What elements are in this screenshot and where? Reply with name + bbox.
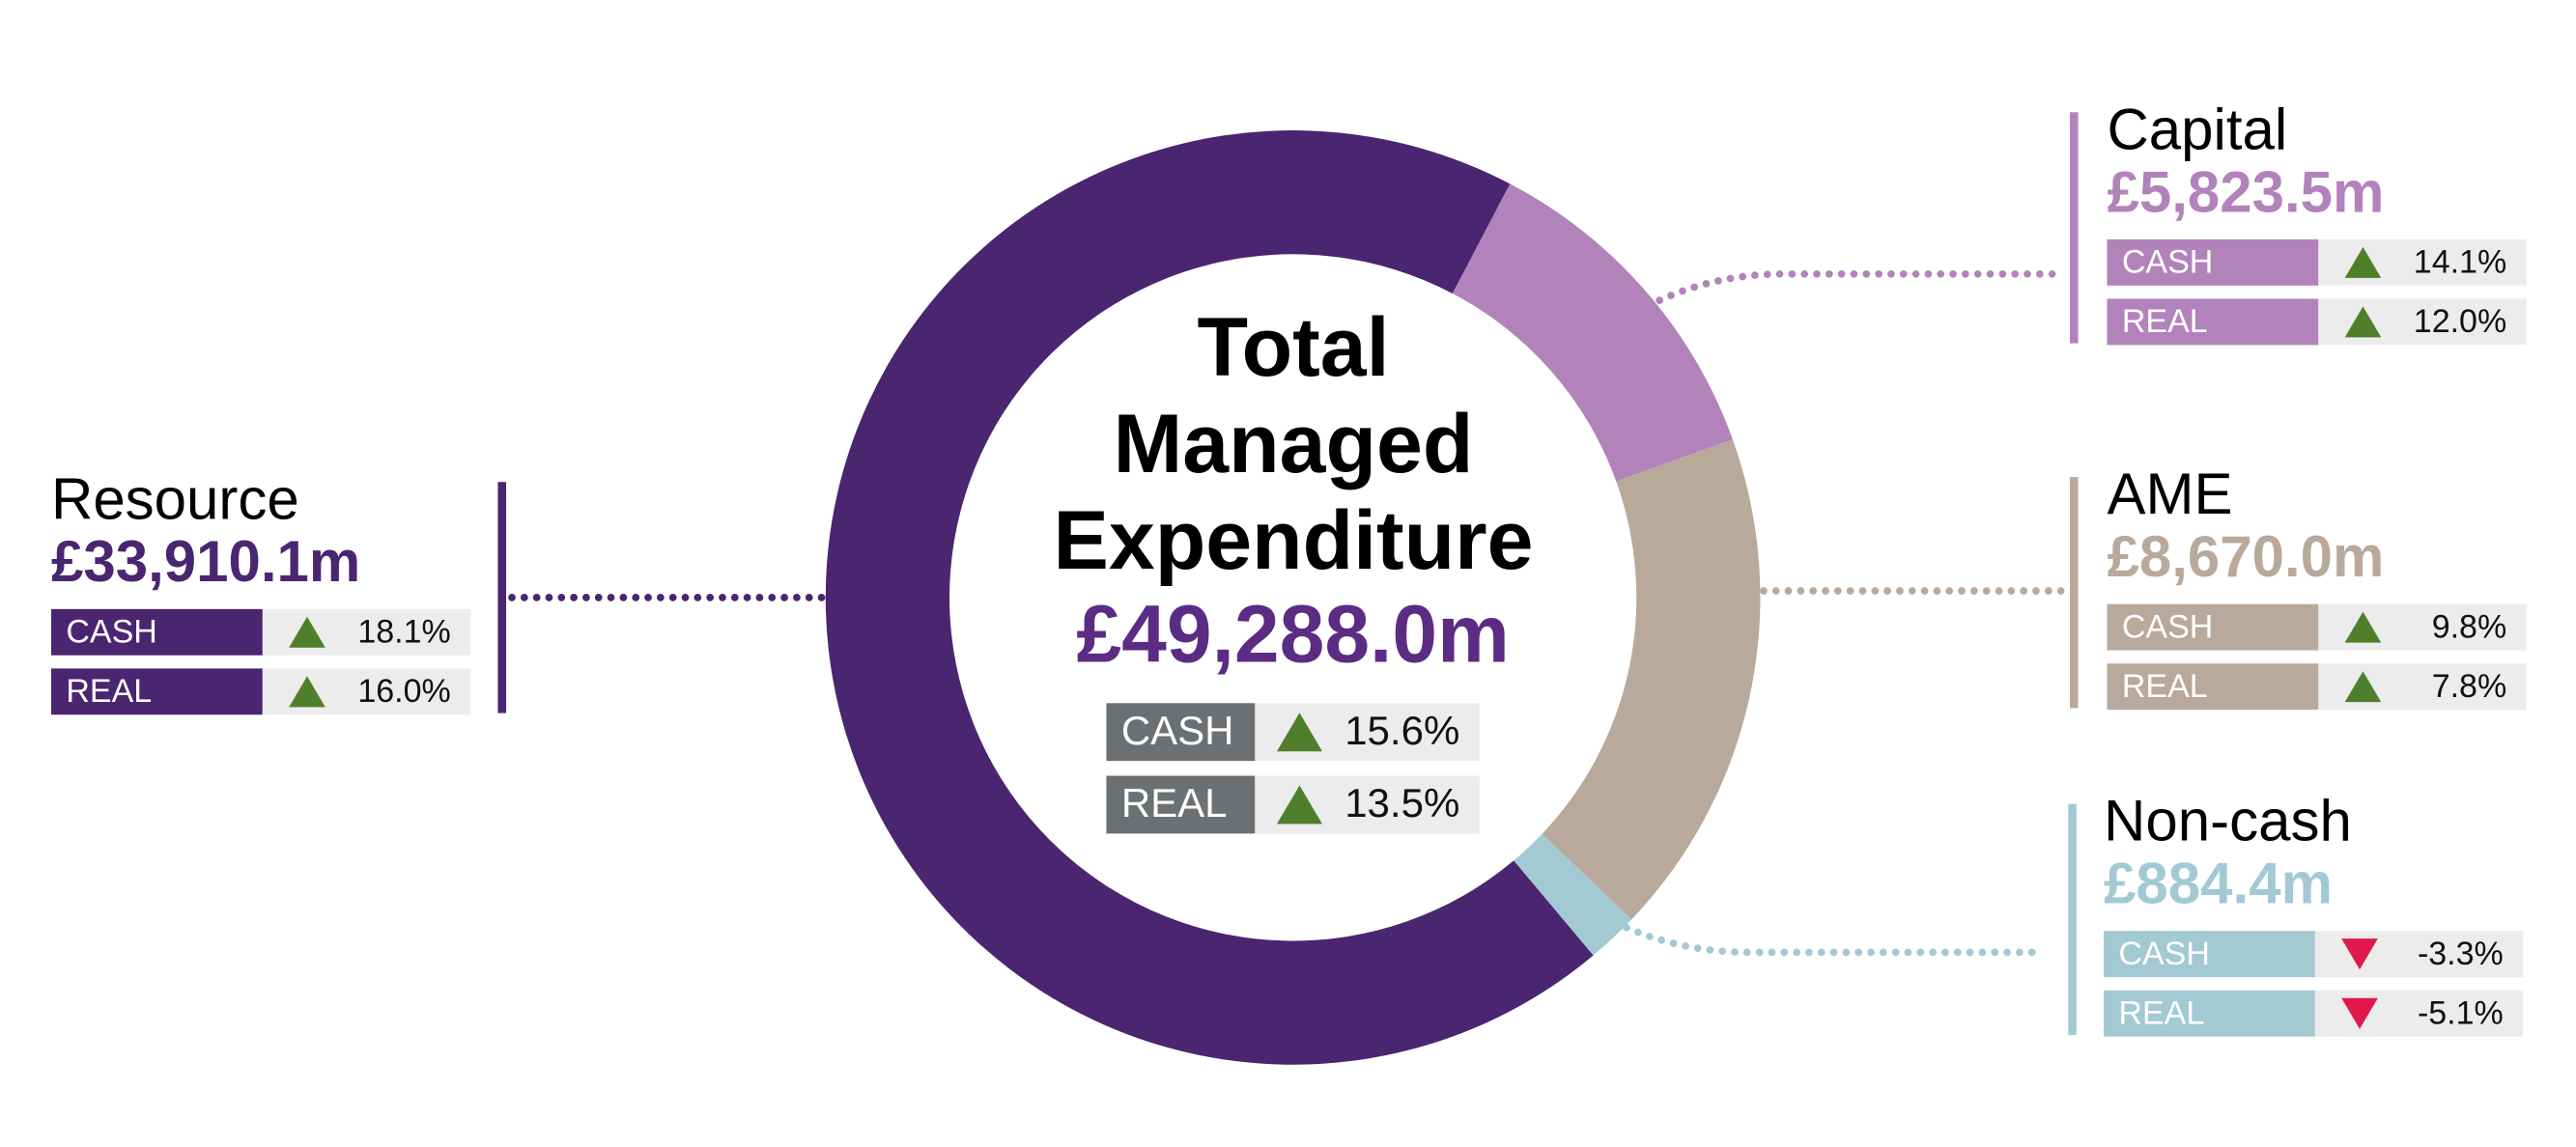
donut-segment: [1514, 833, 1632, 956]
change-arrow: [1276, 713, 1322, 752]
change-label: CASH: [2122, 608, 2213, 645]
change-label: REAL: [1121, 780, 1228, 825]
category-value: £884.4m: [2104, 852, 2333, 916]
change-value: 9.8%: [2432, 608, 2507, 645]
donut-segment: [825, 130, 1594, 1065]
donut-segment: [1452, 183, 1733, 482]
change-arrow: [289, 616, 326, 648]
change-label-box: [1106, 775, 1256, 834]
chart-title: Total Managed Expenditure: [1053, 301, 1534, 587]
category-label: Non-cash: [2104, 789, 2352, 853]
category-value: £8,670.0m: [2107, 524, 2384, 589]
panel-bar: [2068, 803, 2077, 1035]
change-label-box: [2107, 603, 2319, 651]
change-arrow: [2341, 938, 2378, 970]
change-arrow: [289, 676, 326, 708]
change-label-box: [2107, 298, 2319, 346]
category-label: AME: [2107, 462, 2232, 526]
panel-bar: [497, 482, 506, 713]
change-label-box: [2107, 238, 2319, 286]
change-value: -3.3%: [2418, 936, 2504, 972]
change-value: -5.1%: [2418, 994, 2504, 1031]
change-label-box: [2104, 990, 2315, 1037]
change-arrow: [2344, 611, 2382, 643]
total-value: £49,288.0m: [1076, 589, 1509, 680]
category-value: £33,910.1m: [51, 529, 360, 594]
change-label-box: [1106, 703, 1256, 762]
change-label-box: [50, 668, 263, 715]
change-label-box: [2107, 663, 2319, 711]
change-arrow: [2341, 997, 2378, 1029]
change-label: REAL: [66, 673, 152, 710]
change-arrow: [2344, 246, 2382, 278]
change-arrow: [1276, 785, 1322, 825]
change-label: REAL: [2118, 994, 2204, 1031]
change-value: 18.1%: [357, 613, 450, 650]
category-value: £5,823.5m: [2107, 159, 2384, 224]
change-label: CASH: [2118, 936, 2209, 972]
change-value: 15.6%: [1345, 708, 1459, 753]
change-value: 7.8%: [2432, 668, 2507, 705]
change-arrow: [2344, 671, 2382, 703]
change-label: REAL: [2122, 668, 2208, 705]
connector-line: [1623, 923, 2047, 957]
change-label-box: [50, 608, 263, 656]
change-label-box: [2104, 931, 2315, 978]
category-label: Capital: [2107, 97, 2287, 161]
change-label: CASH: [66, 613, 156, 650]
panel-bar: [2070, 112, 2079, 344]
change-arrow: [2344, 306, 2382, 338]
change-value: 16.0%: [357, 673, 450, 710]
change-label: REAL: [2122, 303, 2208, 340]
change-value: 12.0%: [2414, 303, 2506, 340]
category-label: Resource: [51, 466, 299, 531]
donut-segment: [1542, 439, 1761, 920]
change-value: 14.1%: [2414, 244, 2506, 281]
change-label: CASH: [1121, 708, 1234, 753]
change-value: 13.5%: [1345, 780, 1459, 825]
connector-line: [1656, 269, 2068, 304]
change-label: CASH: [2122, 244, 2213, 281]
panel-bar: [2070, 477, 2079, 709]
